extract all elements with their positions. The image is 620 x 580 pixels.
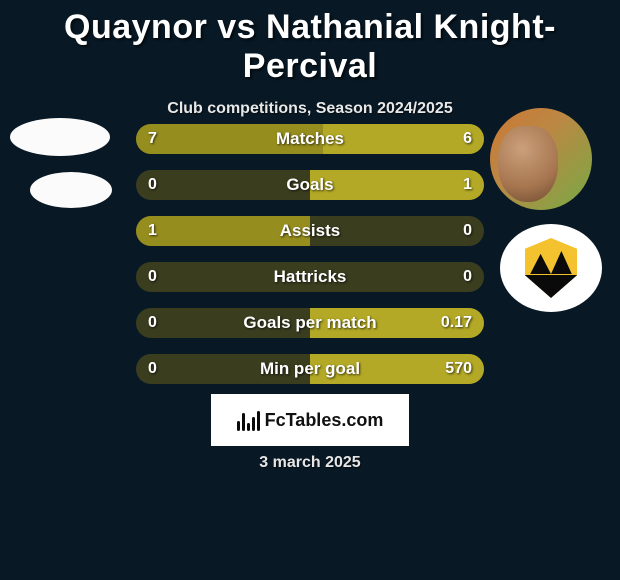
stat-row: 76Matches — [136, 124, 484, 154]
date-label: 3 march 2025 — [0, 454, 620, 472]
bar-right — [323, 124, 484, 154]
comparison-chart: 76Matches01Goals10Assists00Hattricks00.1… — [136, 124, 484, 400]
stat-value-right: 0 — [463, 262, 472, 292]
player-left-avatar-1 — [10, 118, 110, 156]
bar-right — [310, 354, 484, 384]
bar-right — [310, 170, 484, 200]
fctables-icon — [237, 409, 259, 431]
stat-row: 01Goals — [136, 170, 484, 200]
stat-row: 0 0Hattricks — [136, 262, 484, 292]
player-right-photo — [490, 108, 592, 210]
stat-value-left: 0 — [148, 308, 157, 338]
club-crest-icon — [525, 238, 577, 298]
stat-value-left: 0 — [148, 262, 157, 292]
stat-row: 0570Min per goal — [136, 354, 484, 384]
stat-value-left: 0 — [148, 170, 157, 200]
stat-label: Hattricks — [136, 262, 484, 292]
stat-value-right: 0 — [463, 216, 472, 246]
page-title: Quaynor vs Nathanial Knight-Percival — [0, 0, 620, 86]
player-right-crest — [500, 224, 602, 312]
brand-text: FcTables.com — [265, 410, 384, 431]
bar-left — [136, 124, 323, 154]
stat-value-left: 0 — [148, 354, 157, 384]
stat-row: 00.17Goals per match — [136, 308, 484, 338]
bar-left — [136, 216, 310, 246]
stat-row: 10Assists — [136, 216, 484, 246]
player-left-avatar-2 — [30, 172, 112, 208]
brand-badge: FcTables.com — [211, 394, 409, 446]
bar-right — [310, 308, 484, 338]
